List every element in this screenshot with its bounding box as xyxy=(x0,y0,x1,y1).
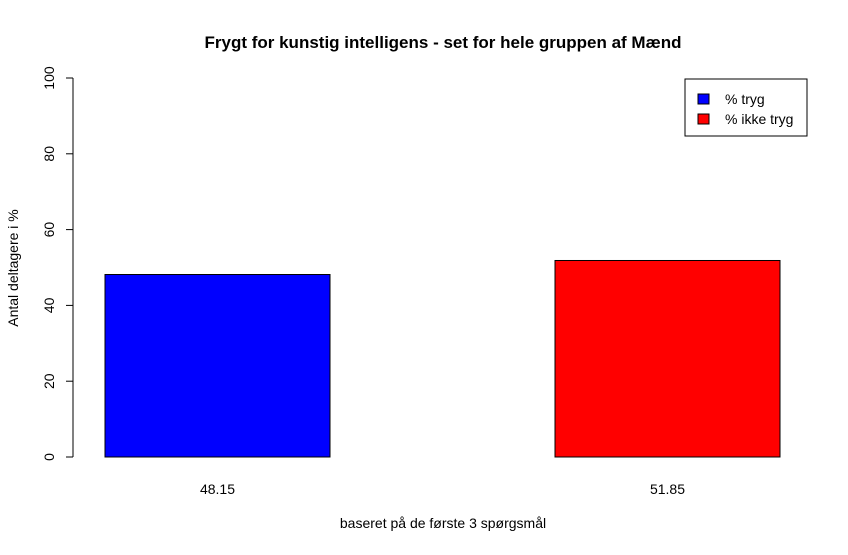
y-tick-label: 20 xyxy=(41,373,57,389)
legend: % tryg % ikke tryg xyxy=(684,78,808,137)
legend-label-ikke-tryg: % ikke tryg xyxy=(725,111,793,127)
y-tick-label: 0 xyxy=(41,453,57,461)
legend-swatch-tryg xyxy=(697,93,710,105)
category-label-2: 51.85 xyxy=(650,481,685,497)
y-tick-label: 80 xyxy=(41,146,57,162)
category-labels: 48.15 51.85 xyxy=(200,481,685,497)
legend-swatch-ikke-tryg xyxy=(697,113,710,125)
y-axis: 0 20 40 60 80 100 xyxy=(41,66,74,461)
category-label-1: 48.15 xyxy=(200,481,235,497)
bars xyxy=(104,259,781,458)
bar-2 xyxy=(554,259,781,458)
y-tick-label: 100 xyxy=(41,66,57,90)
bar-1 xyxy=(104,274,331,458)
y-axis-label: Antal deltagere i % xyxy=(5,209,21,327)
chart-title: Frygt for kunstig intelligens - set for … xyxy=(205,33,682,52)
x-axis-label: baseret på de første 3 spørgsmål xyxy=(340,515,546,531)
y-tick-label: 40 xyxy=(41,297,57,313)
legend-box xyxy=(684,78,808,137)
y-tick-label: 60 xyxy=(41,222,57,238)
legend-label-tryg: % tryg xyxy=(725,91,765,107)
